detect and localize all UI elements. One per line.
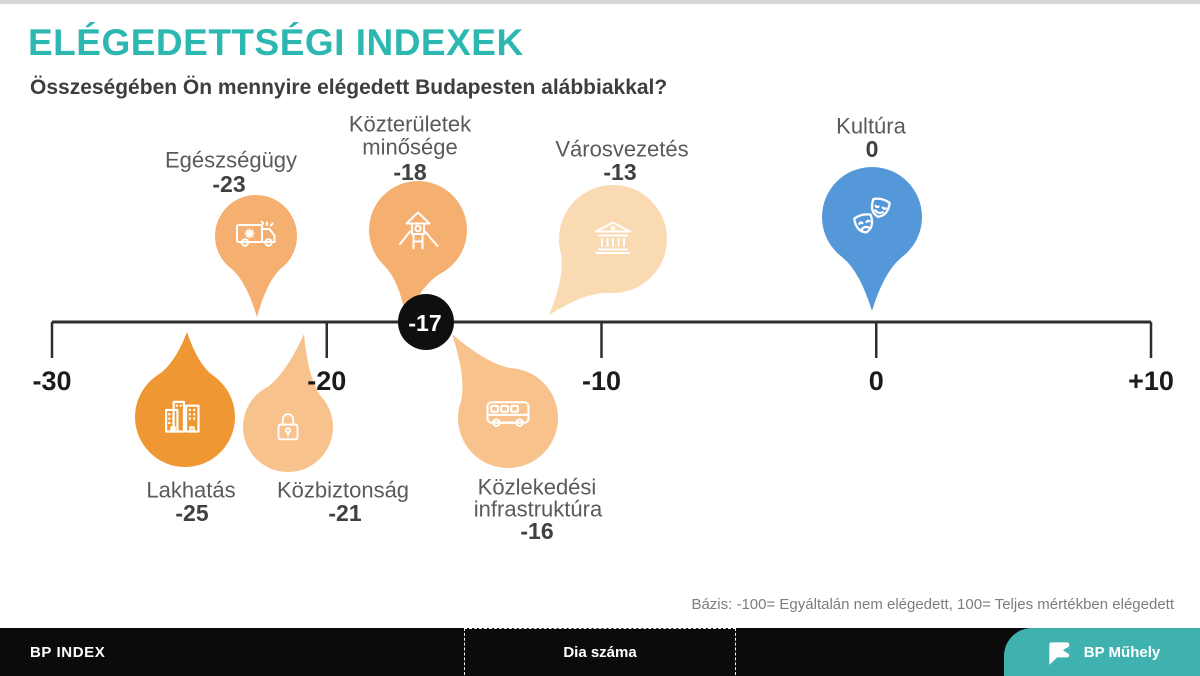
- category-label: Városvezetés: [555, 137, 688, 162]
- label-kozbiztonsag: Közbiztonság-21: [277, 478, 409, 527]
- slide-number-placeholder: Dia száma: [464, 628, 736, 675]
- label-varosvezetes: Városvezetés-13: [555, 137, 688, 186]
- axis-tick: -20: [307, 322, 346, 396]
- overall-index-value: -17: [408, 310, 441, 336]
- category-value: -13: [603, 159, 636, 185]
- buildings-icon: [165, 400, 200, 433]
- padlock-icon: [277, 413, 299, 441]
- survey-question: Összeségében Ön mennyire elégedett Budap…: [30, 76, 668, 99]
- axis-tick-label: +10: [1128, 366, 1174, 396]
- page-title: ELÉGEDETTSÉGI INDEXEK: [28, 22, 524, 63]
- category-value: -21: [328, 500, 361, 526]
- top-divider: [0, 0, 1200, 4]
- category-label: Közlekedési: [478, 475, 597, 500]
- ambulance-icon: [236, 220, 276, 247]
- balloon-lakhatas: [135, 332, 235, 467]
- category-label: Közbiztonság: [277, 478, 409, 503]
- balloon-kozteruletek: [369, 181, 467, 318]
- brand-box: BP Műhely: [1004, 628, 1200, 676]
- axis-tick-label: -10: [582, 366, 621, 396]
- category-label: infrastruktúra: [474, 497, 603, 522]
- category-value: -25: [175, 500, 208, 526]
- bp-muhely-logo-icon: [1044, 639, 1074, 666]
- label-lakhatas: Lakhatás-25: [146, 478, 235, 527]
- basis-note: Bázis: -100= Egyáltalán nem elégedett, 1…: [691, 596, 1174, 613]
- number-line-axis: -30 -20 -10 0 +10: [32, 320, 1174, 396]
- category-value: -18: [393, 159, 426, 185]
- brand-label: BP Műhely: [1083, 643, 1161, 661]
- balloon-kultura: [822, 167, 922, 311]
- axis-tick-label: 0: [869, 366, 884, 396]
- balloon-kozbiztonsag: [243, 334, 333, 472]
- axis-tick: -10: [582, 322, 621, 396]
- bus-icon: [486, 401, 530, 427]
- axis-tick: 0: [869, 322, 884, 396]
- balloon-egeszsegugy: [215, 195, 297, 317]
- label-egeszsegugy: Egészségügy-23: [165, 148, 297, 198]
- balloon-varosvezetes: [549, 185, 667, 315]
- balloon-kozlekedesi: [452, 334, 558, 468]
- category-label: Kultúra: [836, 114, 906, 139]
- playground-icon: [399, 211, 439, 250]
- footer-bar: BP INDEX Dia száma BP Műhely: [0, 628, 1200, 676]
- axis-tick-label: -30: [32, 366, 71, 396]
- theater-masks-icon: [853, 197, 891, 234]
- category-label: Lakhatás: [146, 478, 235, 503]
- axis-tick: -30: [32, 322, 72, 396]
- axis-tick-label: -20: [307, 366, 346, 396]
- category-label: Egészségügy: [165, 148, 297, 173]
- footer-left-label: BP INDEX: [30, 643, 106, 661]
- category-label: minősége: [362, 135, 457, 160]
- category-value: -23: [212, 171, 245, 197]
- category-value: 0: [866, 136, 879, 162]
- category-value: -16: [520, 518, 553, 544]
- overall-index-marker: -17: [398, 294, 454, 350]
- category-label: Közterületek: [349, 112, 472, 137]
- bank-icon: [595, 221, 631, 254]
- axis-tick: +10: [1128, 322, 1174, 396]
